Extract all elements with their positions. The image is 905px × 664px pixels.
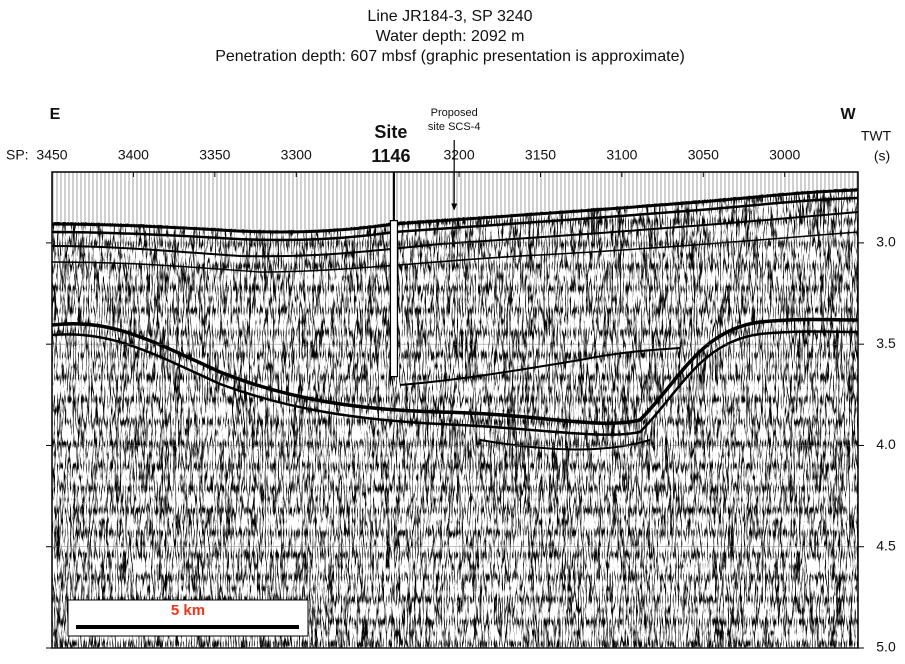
seismic-image [52,172,858,648]
y-axis-label: TWT [861,128,892,144]
x-tick-label: 3450 [36,147,67,163]
proposed-site-arrowhead [451,203,458,211]
y-tick-label: 3.0 [876,234,896,250]
y-tick-label: 4.0 [876,436,896,452]
y-tick-label: 5.0 [876,639,896,655]
x-tick-label: 3300 [281,147,312,163]
x-tick-label: 3100 [606,147,637,163]
x-tick-label: 3150 [525,147,556,163]
y-tick-label: 3.5 [876,335,896,351]
site-label-bg [361,121,426,167]
title-line: Penetration depth: 607 mbsf (graphic pre… [215,48,685,65]
scale-bar: 5 km [67,599,309,637]
x-axis-label: SP: [6,147,29,163]
title-line: Line JR184-3, SP 3240 [367,8,532,25]
direction-label: E [50,106,61,123]
site-label: Site [374,122,407,142]
x-tick-label: 3050 [688,147,719,163]
x-tick-label: 3200 [443,147,474,163]
site-label: 1146 [371,146,410,166]
proposed-site-label: site SCS-4 [428,121,481,133]
scale-label: 5 km [171,602,205,619]
y-tick-label: 4.5 [876,537,896,553]
title-line: Water depth: 2092 m [376,28,525,45]
y-axis-label: (s) [874,148,890,164]
x-tick-label: 3000 [769,147,800,163]
direction-label: W [840,106,856,123]
x-tick-label: 3350 [199,147,230,163]
proposed-site-label: Proposed [431,107,478,119]
x-tick-label: 3400 [118,147,149,163]
site-hole [389,220,399,378]
